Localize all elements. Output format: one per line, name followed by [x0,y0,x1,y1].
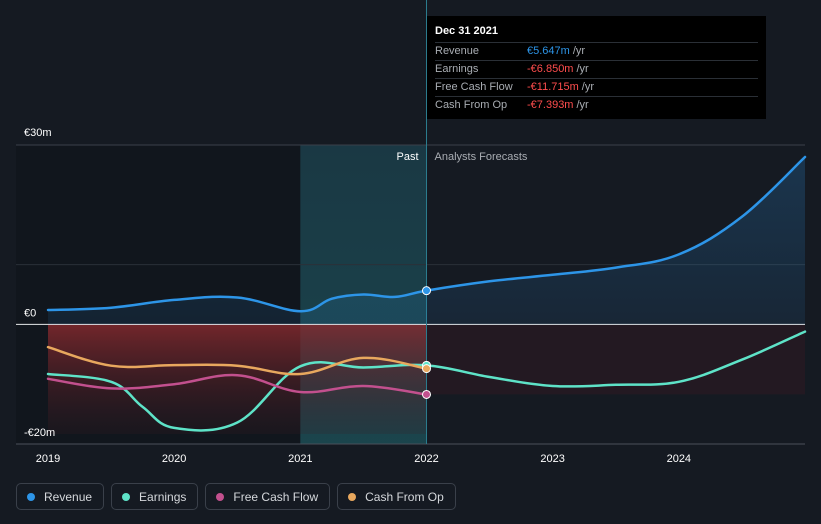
legend-dot-icon [27,492,35,501]
tooltip-row-free-cash-flow: Free Cash Flow -€11.715m /yr [435,78,758,96]
tooltip-value: -€11.715m [527,81,579,93]
x-tick-label: 2022 [414,453,438,465]
legend-item-revenue[interactable]: Revenue [16,483,105,510]
legend: Revenue Earnings Free Cash Flow Cash Fro… [16,483,456,512]
chart: €30m €0 -€20m 2019 2020 2021 2022 2023 2024 Past A… [16,0,807,465]
y-tick-label: -€20m [24,427,55,439]
x-tick-label: 2024 [667,453,691,465]
tooltip-value: -€6.850m [527,63,574,75]
legend-label: Free Cash Flow [233,489,319,504]
tooltip: Dec 31 2021 Revenue €5.647m /yr Earnings… [427,16,766,119]
legend-item-cash-from-op[interactable]: Cash From Op [337,483,456,510]
legend-item-earnings[interactable]: Earnings [111,483,199,510]
tooltip-date: Dec 31 2021 [435,25,498,37]
legend-dot-icon [122,492,131,501]
legend-label: Cash From Op [365,489,444,504]
revenue-line [46,155,807,313]
tooltip-unit: /yr [581,81,595,93]
free-cash-flow-marker [422,389,431,399]
tooltip-row-earnings: Earnings -€6.850m /yr [435,60,758,78]
revenue-area [48,157,805,325]
tooltip-label: Revenue [435,45,480,57]
y-tick-label: €0 [24,307,36,319]
past-label: Past [396,151,418,163]
tooltip-label: Cash From Op [435,99,508,111]
tooltip-unit: /yr [576,63,589,75]
tooltip-value: €5.647m [527,45,570,57]
earnings-line [46,330,807,432]
y-tick-label: €30m [24,127,52,139]
x-tick-label: 2021 [288,453,312,465]
x-tick-label: 2020 [162,453,186,465]
tooltip-value: -€7.393m [527,99,574,111]
revenue-marker [422,286,431,296]
free-cash-flow-line [46,373,428,396]
tooltip-unit: /yr [572,45,586,57]
legend-label: Revenue [44,489,93,504]
x-tick-label: 2023 [540,453,564,465]
legend-dot-icon [216,492,225,501]
negative-area-past [48,324,427,434]
tooltip-label: Free Cash Flow [435,81,513,93]
forecast-label: Analysts Forecasts [435,151,528,163]
legend-dot-icon [348,492,357,501]
legend-label: Earnings [139,489,187,504]
x-tick-label: 2019 [36,453,60,465]
legend-item-free-cash-flow[interactable]: Free Cash Flow [205,483,331,510]
tooltip-row-cash-from-op: Cash From Op -€7.393m /yr [435,96,758,114]
cash-from-op-marker [422,364,431,374]
tooltip-label: Earnings [435,63,479,75]
cash-from-op-line [46,345,428,376]
tooltip-unit: /yr [576,99,589,111]
tooltip-row-revenue: Revenue €5.647m /yr [435,42,758,60]
